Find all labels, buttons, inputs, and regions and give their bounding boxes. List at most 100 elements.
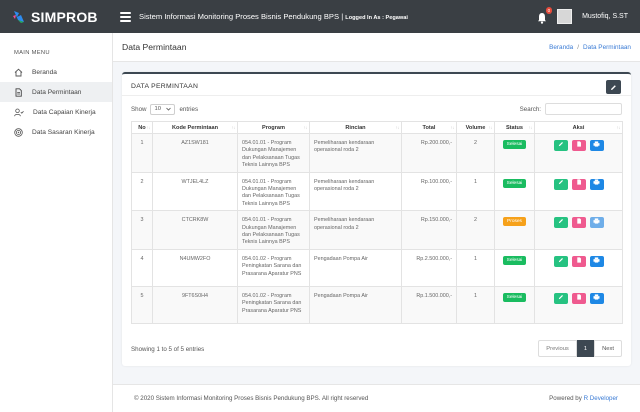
table-controls: Show 10 entries Search: xyxy=(131,103,622,115)
cell-program: 054.01.01 - Program Dukungan Manajemen d… xyxy=(237,210,310,250)
cell-volume: 2 xyxy=(456,210,495,250)
cell-aksi xyxy=(534,133,623,173)
edit-icon xyxy=(558,294,564,303)
table-row: 2 WTJEL4LZ 054.01.01 - Program Dukungan Ma… xyxy=(131,171,623,212)
pagination-next[interactable]: Next xyxy=(594,340,622,357)
cell-no: 2 xyxy=(131,171,153,212)
sidebar-item-data-permintaan[interactable]: Data Permintaan xyxy=(0,82,112,102)
status-badge: Selesai xyxy=(502,178,527,188)
notification-bell-icon[interactable]: 0 xyxy=(537,6,553,24)
sidebar-header: MAIN MENU xyxy=(14,50,50,56)
print-button[interactable] xyxy=(589,292,604,304)
cell-kode: N4UMW2FO xyxy=(152,248,238,287)
print-button[interactable] xyxy=(589,178,604,190)
sidebar-item-data-sasaran-kinerja[interactable]: Data Sasaran Kinerja xyxy=(0,122,112,142)
cell-total: Rp.2.500.000,- xyxy=(401,248,457,287)
entries-select[interactable]: 10 xyxy=(150,103,176,115)
cell-no: 3 xyxy=(131,210,153,250)
column-header-status[interactable]: Status ↑↓ xyxy=(494,121,535,134)
user-check-icon xyxy=(14,108,24,116)
edit-button[interactable] xyxy=(553,255,568,267)
cell-kode: CTCRK8W xyxy=(152,210,238,250)
print-button[interactable] xyxy=(589,255,604,267)
user-name[interactable]: Mustofiq, S.ST xyxy=(582,13,628,20)
cell-aksi xyxy=(534,210,623,250)
file-icon xyxy=(576,141,582,150)
sidebar-item-label: Data Permintaan xyxy=(32,88,82,96)
file-icon xyxy=(576,257,582,266)
search-label: Search: xyxy=(519,105,541,113)
print-button[interactable] xyxy=(589,217,604,229)
search-input[interactable] xyxy=(545,103,622,115)
cell-volume: 1 xyxy=(456,171,495,212)
edit-button[interactable] xyxy=(553,217,568,229)
document-button[interactable] xyxy=(571,292,586,304)
cell-status: Selesai xyxy=(494,248,535,287)
print-button[interactable] xyxy=(589,140,604,151)
app-title-text: Sistem Informasi Monitoring Proses Bisni… xyxy=(139,12,340,21)
column-header-rincian[interactable]: Rincian ↑↓ xyxy=(309,121,402,134)
sidebar-item-beranda[interactable]: Beranda xyxy=(0,62,112,82)
print-icon xyxy=(593,294,600,303)
sidebar-item-data-capaian-kinerja[interactable]: Data Capaian Kinerja xyxy=(0,102,112,122)
document-button[interactable] xyxy=(571,178,586,190)
cell-kode: AZ1SW181 xyxy=(152,133,238,173)
show-label: Show xyxy=(131,105,147,113)
edit-button[interactable] xyxy=(553,292,568,304)
page-header: Data Permintaan Beranda / Data Permintaa… xyxy=(113,33,640,62)
menu-toggle-icon[interactable] xyxy=(120,11,131,22)
footer-powered: Powered by R Developer xyxy=(549,395,618,402)
document-button[interactable] xyxy=(571,255,586,267)
breadcrumb-separator: / xyxy=(577,43,580,51)
title-separator: | xyxy=(341,12,344,21)
column-header-no[interactable]: No ↑↓ xyxy=(131,121,153,134)
cell-status: Selesai xyxy=(494,133,535,173)
brand[interactable]: SIMPROB xyxy=(0,0,113,33)
print-icon xyxy=(593,179,600,188)
pagination: Previous 1 Next xyxy=(538,340,622,357)
document-button[interactable] xyxy=(571,140,586,151)
cell-rincian: Pemeliharaan kendaraan operasional roda … xyxy=(309,210,402,250)
column-header-kode[interactable]: Kode Permintaan ↑↓ xyxy=(152,121,238,134)
status-badge: Selesai xyxy=(502,292,527,302)
status-badge: Selesai xyxy=(502,140,527,149)
edit-button[interactable] xyxy=(553,140,568,151)
print-icon xyxy=(593,218,600,227)
pagination-previous[interactable]: Previous xyxy=(538,340,577,357)
target-icon xyxy=(14,127,23,137)
edit-icon xyxy=(558,141,564,150)
cell-no: 5 xyxy=(131,285,153,324)
notification-count-badge: 0 xyxy=(545,6,553,14)
footer-copyright: © 2020 Sistem Informasi Monitoring Prose… xyxy=(134,395,369,402)
avatar[interactable] xyxy=(557,9,573,24)
column-header-aksi[interactable]: Aksi ↑↓ xyxy=(534,121,623,134)
print-icon xyxy=(593,141,600,150)
pencil-icon xyxy=(611,84,616,90)
table-row: 1 AZ1SW181 054.01.01 - Program Dukungan Ma… xyxy=(131,133,623,173)
cell-status: Selesai xyxy=(494,171,535,212)
cell-program: 054.01.01 - Program Dukungan Manajemen d… xyxy=(237,133,310,173)
top-navbar: SIMPROB Sistem Informasi Monitoring Pros… xyxy=(0,0,640,33)
cell-rincian: Pemeliharaan kendaraan operasional roda … xyxy=(309,133,402,173)
edit-icon xyxy=(558,179,564,188)
breadcrumb-beranda[interactable]: Beranda xyxy=(549,43,574,51)
file-icon xyxy=(576,294,582,303)
column-header-volume[interactable]: Volume ↑↓ xyxy=(456,121,495,134)
edit-icon xyxy=(558,257,564,266)
cell-aksi xyxy=(534,171,623,212)
app-title: Sistem Informasi Monitoring Proses Bisni… xyxy=(139,12,408,21)
column-header-program[interactable]: Program ↑↓ xyxy=(237,121,310,134)
edit-button[interactable] xyxy=(553,178,568,190)
footer-developer-link[interactable]: R Developer xyxy=(583,395,618,402)
sidebar-item-label: Data Capaian Kinerja xyxy=(33,108,96,116)
status-badge: Proses xyxy=(503,217,526,227)
column-header-total[interactable]: Total ↑↓ xyxy=(401,121,457,134)
table-row: 5 9FT6S0H4 054.01.02 - Program Peningkatan… xyxy=(131,285,623,324)
card-title: DATA PERMINTAAN xyxy=(131,83,199,90)
cell-program: 054.01.02 - Program Peningkatan Sarana d… xyxy=(237,285,310,324)
cell-program: 054.01.02 - Program Peningkatan Sarana d… xyxy=(237,248,310,287)
document-button[interactable] xyxy=(571,217,586,229)
entries-length-control: Show 10 entries xyxy=(131,103,198,115)
add-request-button[interactable] xyxy=(606,80,621,94)
pagination-page-1[interactable]: 1 xyxy=(576,340,595,357)
